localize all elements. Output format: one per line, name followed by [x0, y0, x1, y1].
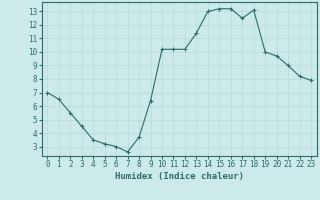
- X-axis label: Humidex (Indice chaleur): Humidex (Indice chaleur): [115, 172, 244, 181]
